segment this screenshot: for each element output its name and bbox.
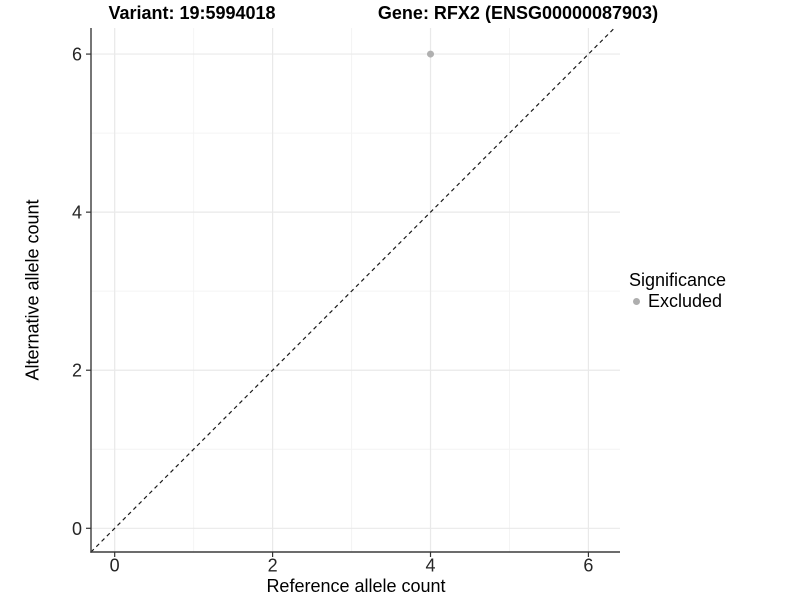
identity-reference-line xyxy=(90,27,615,553)
data-point xyxy=(427,50,435,58)
plot-title-gene: Gene: RFX2 (ENSG00000087903) xyxy=(377,3,659,23)
y-tick-label: 0 xyxy=(72,519,82,539)
x-tick-label: 4 xyxy=(425,556,435,576)
x-tick-label: 2 xyxy=(268,556,278,576)
excluded-point-icon xyxy=(633,298,640,305)
legend-title: Significance xyxy=(629,270,727,290)
x-tick-label: 6 xyxy=(583,556,593,576)
plot-title-variant: Variant: 19:5994018 xyxy=(108,3,276,23)
x-axis-title: Reference allele count xyxy=(266,576,446,596)
y-axis-title: Alternative allele count xyxy=(22,199,43,381)
legend: Significance Excluded xyxy=(629,270,726,312)
y-tick-label: 6 xyxy=(72,45,82,65)
legend-item-excluded: Excluded xyxy=(629,291,726,312)
legend-item-label: Excluded xyxy=(648,291,723,311)
x-tick-label: 0 xyxy=(110,556,120,576)
y-tick-label: 2 xyxy=(72,361,82,381)
y-tick-label: 4 xyxy=(72,203,82,223)
